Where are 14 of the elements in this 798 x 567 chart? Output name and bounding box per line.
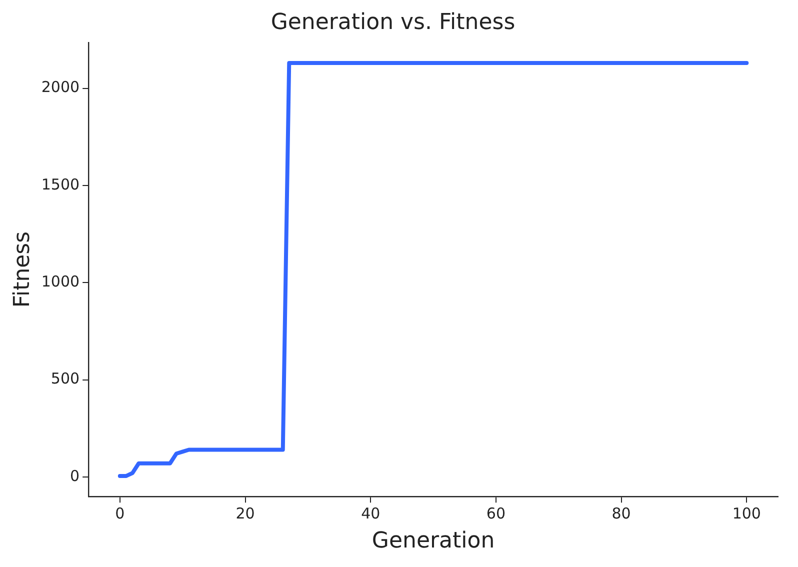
y-axis-title: Fitness [10, 231, 35, 308]
x-tick-label: 80 [612, 504, 631, 522]
x-axis-title: Generation [372, 528, 495, 554]
y-tick-label: 1000 [41, 272, 80, 291]
x-tick-label: 40 [361, 504, 380, 522]
y-tick-label: 500 [50, 370, 80, 388]
y-tick-label: 2000 [41, 78, 80, 96]
x-tick-label: 60 [486, 504, 506, 522]
y-tick-label: 1500 [41, 175, 80, 194]
chart-title: Generation vs. Fitness [270, 10, 516, 35]
x-tick-label: 20 [236, 504, 255, 522]
x-tick-label: 0 [115, 504, 125, 522]
x-tick-label: 100 [732, 504, 761, 522]
y-tick-label: 0 [70, 466, 80, 485]
